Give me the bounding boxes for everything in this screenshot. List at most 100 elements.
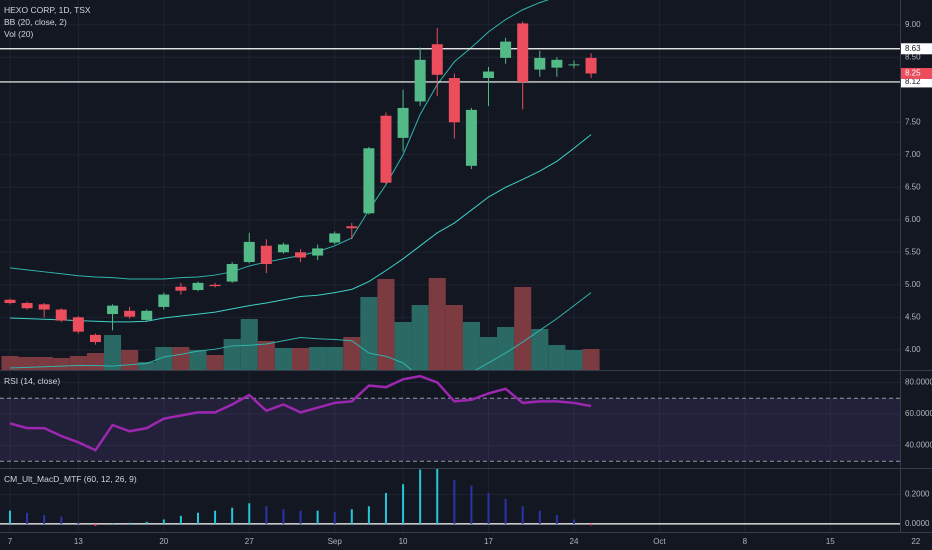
candle-body	[363, 148, 375, 214]
volume-bar	[291, 348, 310, 370]
volume-bar	[155, 347, 173, 370]
candle-body	[448, 78, 460, 123]
volume-bar	[121, 350, 139, 370]
histogram-bar	[179, 515, 182, 524]
volume-bar	[35, 357, 53, 370]
candle-body	[141, 310, 153, 320]
histogram-bar	[350, 509, 353, 524]
volume-bar	[394, 322, 412, 370]
volume-bar	[411, 305, 429, 370]
candle-body	[175, 286, 187, 291]
candle-body	[551, 59, 563, 68]
candle-body	[329, 233, 341, 243]
histogram-bar	[487, 493, 490, 524]
histogram-bar	[436, 469, 439, 524]
y-tick-label: 80.0000	[905, 378, 932, 387]
candle-body	[209, 284, 221, 287]
volume-bar	[1, 356, 19, 370]
x-tick-label: 10	[399, 537, 408, 546]
chart-title: HEXO CORP, 1D, TSX	[4, 5, 91, 15]
histogram-bar	[214, 510, 217, 524]
histogram-bar	[9, 510, 11, 524]
histogram-bar	[384, 493, 387, 524]
pane	[0, 0, 900, 370]
candle-body	[517, 23, 529, 82]
y-tick-label: 9.00	[905, 20, 921, 29]
histogram-bar	[77, 522, 80, 524]
indicator-legend: RSI (14, close)	[4, 376, 60, 386]
volume-bar	[462, 322, 480, 370]
candle-body	[124, 310, 136, 317]
histogram-bar	[419, 469, 422, 524]
volume-bar	[52, 358, 70, 370]
volume-bar	[138, 362, 156, 370]
histogram-bar	[162, 519, 165, 524]
candle-body	[4, 299, 16, 304]
volume-bar	[240, 319, 258, 370]
volume-bar	[565, 350, 583, 370]
histogram-bar	[572, 519, 575, 524]
y-tick-label: 5.00	[905, 280, 921, 289]
volume-bar	[445, 305, 463, 370]
histogram-bar	[43, 515, 46, 524]
y-tick-label: 40.0000	[905, 441, 932, 450]
candle-body	[72, 317, 84, 332]
y-tick-label: 0.2000	[905, 490, 930, 499]
volume-bar	[223, 339, 241, 370]
candle-body	[226, 264, 238, 282]
candle-body	[380, 115, 392, 183]
y-tick-label: 6.00	[905, 215, 921, 224]
x-tick-label: 22	[911, 537, 920, 546]
y-tick-label: 6.50	[905, 182, 921, 191]
histogram-bar	[316, 510, 319, 524]
x-tick-label: Oct	[653, 537, 666, 546]
histogram-bar	[265, 506, 268, 524]
price-label: 8.63	[905, 44, 921, 53]
histogram-bar	[26, 512, 29, 524]
candle-body	[483, 71, 495, 79]
x-tick-label: 27	[245, 537, 254, 546]
volume-bar	[343, 337, 361, 370]
histogram-bar	[231, 507, 234, 524]
candle-body	[465, 109, 477, 166]
candle-body	[243, 241, 255, 263]
price-label-box	[901, 76, 932, 88]
volume-bar	[360, 297, 378, 370]
candle-body	[568, 64, 580, 66]
volume-bar	[428, 278, 446, 370]
x-tick-label: 8	[743, 537, 748, 546]
candle-body	[38, 304, 50, 310]
price-label-box	[901, 67, 932, 79]
y-tick-label: 4.50	[905, 312, 921, 321]
histogram-bar	[299, 510, 302, 524]
candle-body	[295, 252, 307, 258]
candle-body	[431, 44, 443, 75]
y-tick-label: 5.50	[905, 247, 921, 256]
rsi-line	[9, 374, 592, 452]
candle-body	[107, 305, 119, 315]
histogram-bar	[282, 509, 285, 524]
price-label: 8.12	[905, 77, 921, 86]
price-label: 8.25	[905, 69, 921, 78]
candle-body	[55, 309, 67, 321]
volume-bar	[479, 337, 498, 370]
indicator-legend: CM_Ult_MacD_MTF (60, 12, 26, 9)	[4, 474, 137, 484]
volume-bar	[514, 287, 532, 370]
y-tick-label: 7.00	[905, 150, 921, 159]
pane	[0, 469, 900, 532]
x-tick-label: 17	[484, 537, 493, 546]
volume-bar	[497, 327, 515, 370]
indicator-legend: BB (20, close, 2)	[4, 17, 67, 27]
indicator-legend: Vol (20)	[4, 29, 33, 39]
volume-bar	[274, 348, 292, 370]
histogram-bar	[196, 512, 199, 524]
histogram-bar	[555, 515, 558, 524]
candle-body	[500, 41, 512, 58]
volume-bar	[86, 353, 104, 370]
histogram-bar	[367, 506, 370, 524]
candle-body	[192, 282, 204, 291]
x-tick-label: 7	[8, 537, 13, 546]
